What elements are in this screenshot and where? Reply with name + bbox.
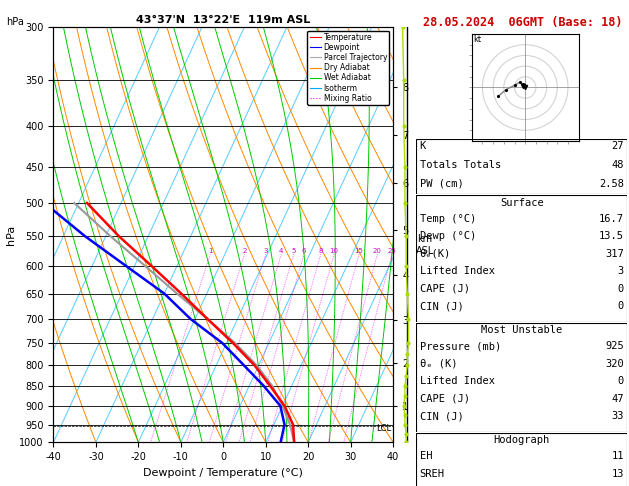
Text: Most Unstable: Most Unstable <box>481 325 562 335</box>
Text: Totals Totals: Totals Totals <box>420 160 501 170</box>
Text: 16.7: 16.7 <box>599 214 624 224</box>
Text: 0: 0 <box>618 376 624 386</box>
Text: SREH: SREH <box>420 469 445 479</box>
Text: 13.5: 13.5 <box>599 231 624 242</box>
Y-axis label: km
ASL: km ASL <box>416 235 434 256</box>
Text: 33: 33 <box>611 411 624 421</box>
Text: 20: 20 <box>373 248 382 254</box>
Text: 48: 48 <box>611 160 624 170</box>
Text: 5: 5 <box>291 248 296 254</box>
Text: 6: 6 <box>302 248 306 254</box>
Title: 43°37'N  13°22'E  119m ASL: 43°37'N 13°22'E 119m ASL <box>136 15 311 25</box>
Text: 0: 0 <box>618 284 624 294</box>
Text: 320: 320 <box>605 359 624 369</box>
Text: CAPE (J): CAPE (J) <box>420 284 469 294</box>
Legend: Temperature, Dewpoint, Parcel Trajectory, Dry Adiabat, Wet Adiabat, Isotherm, Mi: Temperature, Dewpoint, Parcel Trajectory… <box>308 31 389 105</box>
Text: θₑ(K): θₑ(K) <box>420 249 451 259</box>
Text: 13: 13 <box>611 469 624 479</box>
Text: 27: 27 <box>611 141 624 152</box>
Text: 2.58: 2.58 <box>599 179 624 189</box>
Text: 4: 4 <box>279 248 284 254</box>
Y-axis label: hPa: hPa <box>6 225 16 244</box>
Text: 25: 25 <box>387 248 396 254</box>
Text: 1: 1 <box>208 248 213 254</box>
Text: 28.05.2024  06GMT (Base: 18): 28.05.2024 06GMT (Base: 18) <box>423 16 622 29</box>
Text: Hodograph: Hodograph <box>494 435 550 445</box>
Text: LCL: LCL <box>376 424 391 434</box>
Text: Dewp (°C): Dewp (°C) <box>420 231 476 242</box>
Text: kt: kt <box>473 35 481 44</box>
Text: CIN (J): CIN (J) <box>420 411 464 421</box>
Text: Lifted Index: Lifted Index <box>420 266 494 277</box>
Text: 3: 3 <box>618 266 624 277</box>
Text: 47: 47 <box>611 394 624 404</box>
Text: 2: 2 <box>242 248 247 254</box>
Text: Pressure (mb): Pressure (mb) <box>420 341 501 351</box>
Text: 3: 3 <box>264 248 268 254</box>
Text: 8: 8 <box>318 248 323 254</box>
Text: 317: 317 <box>605 249 624 259</box>
Text: 10: 10 <box>330 248 338 254</box>
Text: 15: 15 <box>355 248 364 254</box>
Text: Surface: Surface <box>500 198 543 208</box>
Text: PW (cm): PW (cm) <box>420 179 464 189</box>
Text: 925: 925 <box>605 341 624 351</box>
Text: θₑ (K): θₑ (K) <box>420 359 457 369</box>
Text: 11: 11 <box>611 451 624 461</box>
Text: Temp (°C): Temp (°C) <box>420 214 476 224</box>
Text: CAPE (J): CAPE (J) <box>420 394 469 404</box>
Text: CIN (J): CIN (J) <box>420 301 464 312</box>
X-axis label: Dewpoint / Temperature (°C): Dewpoint / Temperature (°C) <box>143 468 303 478</box>
Text: EH: EH <box>420 451 432 461</box>
Text: 0: 0 <box>618 301 624 312</box>
Text: Lifted Index: Lifted Index <box>420 376 494 386</box>
Text: K: K <box>420 141 426 152</box>
Text: hPa: hPa <box>6 17 24 27</box>
